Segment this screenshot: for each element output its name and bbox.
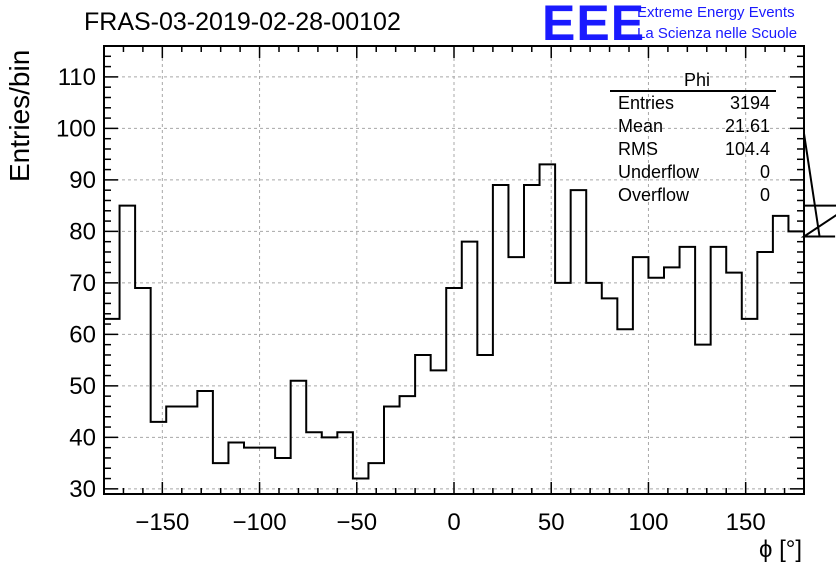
histogram-bin	[415, 355, 431, 494]
stats-key: Underflow	[618, 162, 700, 182]
histogram-bin	[228, 443, 244, 494]
histogram-bin	[477, 355, 493, 494]
histogram-bin	[120, 206, 136, 494]
histogram-bin	[695, 345, 711, 494]
histogram-bin	[260, 448, 276, 494]
y-tick-label: 90	[69, 167, 96, 194]
brand-line-1: Extreme Energy Events	[637, 4, 795, 21]
histogram-bin	[617, 329, 633, 494]
histogram-bin	[726, 273, 742, 494]
histogram-bin	[462, 242, 478, 494]
brand-line-2: La Scienza nelle Scuole	[637, 25, 798, 42]
y-tick-label: 80	[69, 218, 96, 245]
histogram-bin	[711, 247, 727, 494]
histogram-bin	[742, 319, 758, 494]
stats-row-mean: Mean 21.61	[610, 115, 776, 138]
stats-value: 21.61	[724, 116, 770, 136]
stats-key: RMS	[618, 139, 658, 159]
stats-value: 0	[759, 185, 770, 205]
y-axis-label: Entries/bin	[4, 49, 35, 182]
chart-title: FRAS-03-2019-02-28-00102	[84, 8, 401, 36]
stats-value: 104.4	[724, 139, 770, 159]
stats-box: Phi Entries 3194 Mean 21.61 RMS 104.4 Un…	[610, 70, 776, 207]
tick-labels: −150 −100 −50 0 50 100 150 30 40 50 60 70 80 90 100 110	[56, 64, 766, 536]
histogram-bin	[602, 298, 618, 494]
histogram-bin	[275, 458, 291, 494]
histogram-bin	[757, 252, 773, 494]
histogram-bin	[788, 231, 804, 494]
y-tick-label: 100	[56, 115, 96, 142]
histogram-bin	[680, 247, 696, 494]
histogram-bin	[555, 283, 571, 494]
y-tick-label: 70	[69, 270, 96, 297]
stats-key: Overflow	[618, 185, 690, 205]
histogram-bin	[322, 437, 338, 494]
y-tick-label: 50	[69, 373, 96, 400]
x-tick-label: 50	[538, 509, 565, 536]
stats-row-rms: RMS 104.4	[610, 138, 776, 161]
histogram-bin	[633, 257, 649, 494]
stats-row-entries: Entries 3194	[610, 92, 776, 115]
x-tick-label: 150	[726, 509, 766, 536]
histogram-line	[104, 133, 836, 480]
histogram-bin	[571, 190, 587, 494]
histogram-bin	[337, 432, 353, 494]
histogram-bin	[586, 283, 602, 494]
x-tick-label: −150	[135, 509, 189, 536]
stats-key: Mean	[618, 116, 664, 136]
axis-ticks	[103, 45, 805, 494]
histogram-bin	[400, 396, 416, 494]
stats-key: Entries	[618, 93, 675, 113]
histogram-bin	[244, 448, 260, 494]
x-tick-label: −100	[233, 509, 287, 536]
y-tick-label: 40	[69, 424, 96, 451]
histogram-bin	[384, 406, 400, 494]
stats-row-overflow: Overflow 0	[610, 184, 776, 207]
eee-logo: EEE	[542, 0, 646, 51]
histogram-bin	[353, 479, 369, 494]
histogram-bin	[664, 267, 680, 494]
y-tick-label: 110	[58, 64, 96, 91]
x-tick-label: 0	[447, 509, 460, 536]
histogram-bin	[540, 164, 556, 494]
histogram-bin	[135, 288, 151, 494]
histogram-bin	[431, 370, 447, 494]
histogram-bin	[508, 257, 524, 494]
histogram	[104, 133, 836, 494]
histogram-bin	[773, 216, 789, 494]
x-tick-label: −50	[336, 509, 377, 536]
y-tick-label: 60	[69, 321, 96, 348]
stats-row-underflow: Underflow 0	[610, 161, 776, 184]
y-tick-label: 30	[69, 476, 96, 503]
x-axis-label: ϕ [°]	[758, 536, 802, 563]
histogram-bin	[182, 406, 198, 494]
histogram-bin	[197, 391, 213, 494]
stats-value: 3194	[729, 93, 770, 113]
histogram-bin	[166, 406, 182, 494]
x-tick-label: 100	[628, 509, 668, 536]
histogram-bin	[306, 432, 322, 494]
stats-title: Phi	[610, 70, 776, 92]
stats-value: 0	[759, 162, 770, 182]
histogram-bin	[151, 422, 167, 494]
